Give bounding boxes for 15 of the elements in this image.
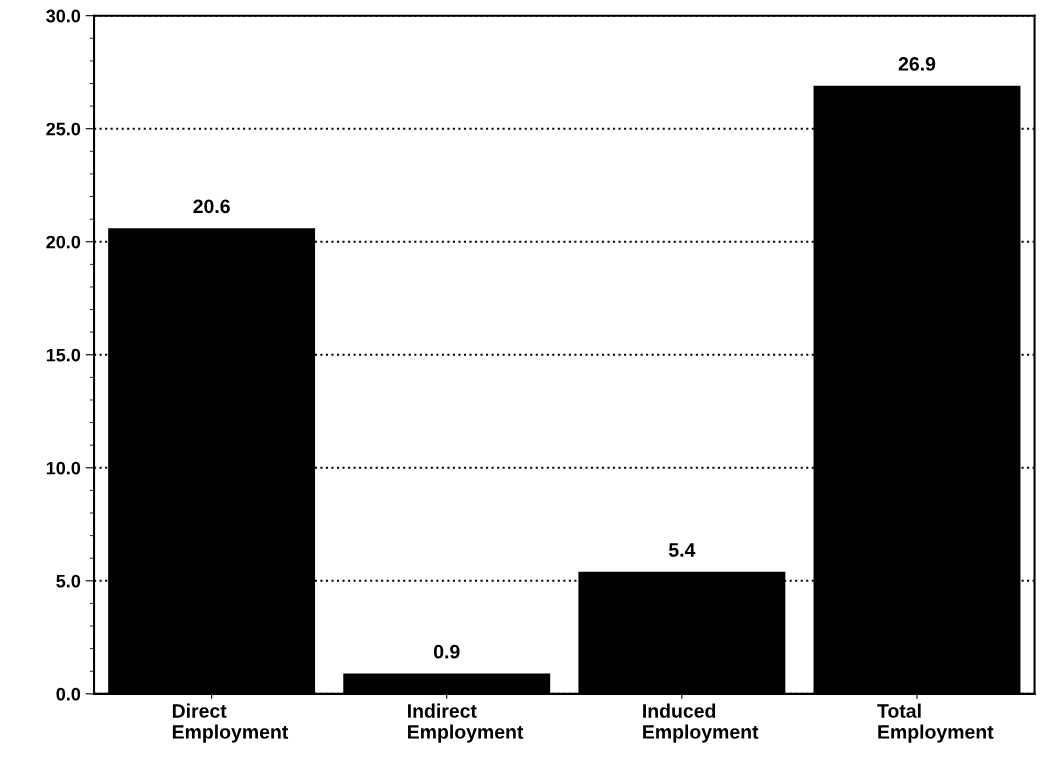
data-label: 20.6: [193, 199, 230, 214]
x-tick-label: Induced Employment: [643, 703, 759, 743]
data-label: 5.4: [668, 543, 696, 557]
y-tick-label: 30.0: [46, 9, 81, 23]
data-label: 26.9: [898, 57, 936, 71]
y-tick-label: 5.0: [56, 574, 81, 588]
data-label: 0.9: [433, 644, 460, 659]
y-tick-label: 20.0: [46, 235, 81, 249]
y-tick-label: 15.0: [46, 348, 81, 362]
y-tick-label: 25.0: [46, 122, 81, 136]
y-tick-label: 0.0: [56, 687, 81, 701]
x-tick-label: Direct Employment: [172, 703, 289, 743]
x-tick-label: Indirect Employment: [408, 703, 524, 743]
x-tick-label: Total Employment: [877, 703, 994, 743]
y-tick-label: 10.0: [46, 461, 81, 475]
